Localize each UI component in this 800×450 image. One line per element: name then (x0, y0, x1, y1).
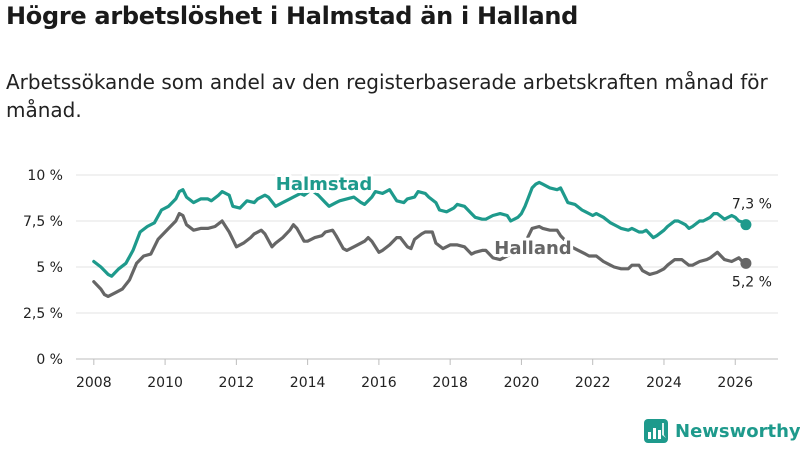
halland-end-marker (740, 257, 752, 269)
y-tick-label: 5 % (36, 260, 63, 276)
halland-end-value-label: 5,2 % (732, 274, 772, 290)
newsworthy-wordmark: Newsworthy (675, 420, 800, 442)
halmstad-line (92, 180, 748, 278)
chart-subtitle: Arbetssökande som andel av den registerb… (6, 70, 768, 122)
series-labels: 7,3 % 5,2 % Halmstad Halland (273, 171, 772, 290)
halmstad-end-value-label: 7,3 % (732, 197, 772, 213)
x-tick-label: 2008 (76, 375, 112, 391)
newsworthy-bar-chart-icon (644, 419, 668, 443)
y-tick-label: 2,5 % (23, 306, 63, 322)
x-tick-label: 2020 (504, 375, 540, 391)
y-tick-label: 10 % (27, 168, 63, 184)
series-lines (92, 180, 752, 298)
x-tick-label: 2026 (717, 375, 753, 391)
halland-line (92, 212, 748, 298)
y-tick-label: 7,5 % (23, 214, 63, 230)
halmstad-series-label: Halmstad (276, 174, 373, 195)
x-axis-ticks: 2008 2010 2012 2014 2016 2018 2020 2022 2024 2026 (76, 359, 753, 391)
halland-series-label: Halland (494, 238, 571, 259)
x-tick-label: 2014 (290, 375, 326, 391)
y-axis-ticks: 0 % 2,5 % 5 % 7,5 % 10 % (23, 168, 63, 368)
x-tick-label: 2018 (432, 375, 468, 391)
x-tick-label: 2022 (575, 375, 611, 391)
x-tick-label: 2016 (361, 375, 397, 391)
newsworthy-logo: Newsworthy (644, 419, 800, 443)
x-tick-label: 2012 (219, 375, 255, 391)
x-tick-label: 2024 (646, 375, 682, 391)
y-tick-label: 0 % (36, 352, 63, 368)
chart-title: Högre arbetslöshet i Halmstad än i Halla… (6, 2, 579, 30)
x-tick-label: 2010 (147, 375, 183, 391)
gridlines (76, 174, 778, 360)
halmstad-end-marker (740, 219, 752, 231)
